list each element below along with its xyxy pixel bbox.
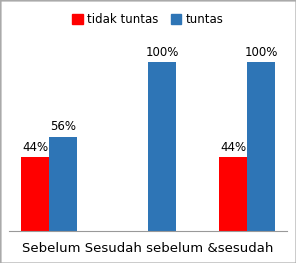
Legend: tidak tuntas, tuntas: tidak tuntas, tuntas <box>67 8 229 31</box>
Text: 44%: 44% <box>22 141 48 154</box>
Bar <box>148 62 176 231</box>
X-axis label: Sebelum Sesudah sebelum &sesudah: Sebelum Sesudah sebelum &sesudah <box>22 242 274 255</box>
Bar <box>49 137 77 231</box>
Bar <box>21 157 49 231</box>
Bar <box>247 62 275 231</box>
Text: 56%: 56% <box>50 120 76 133</box>
Text: 100%: 100% <box>244 46 278 59</box>
Text: 44%: 44% <box>220 141 246 154</box>
Bar <box>219 157 247 231</box>
Text: 100%: 100% <box>145 46 178 59</box>
